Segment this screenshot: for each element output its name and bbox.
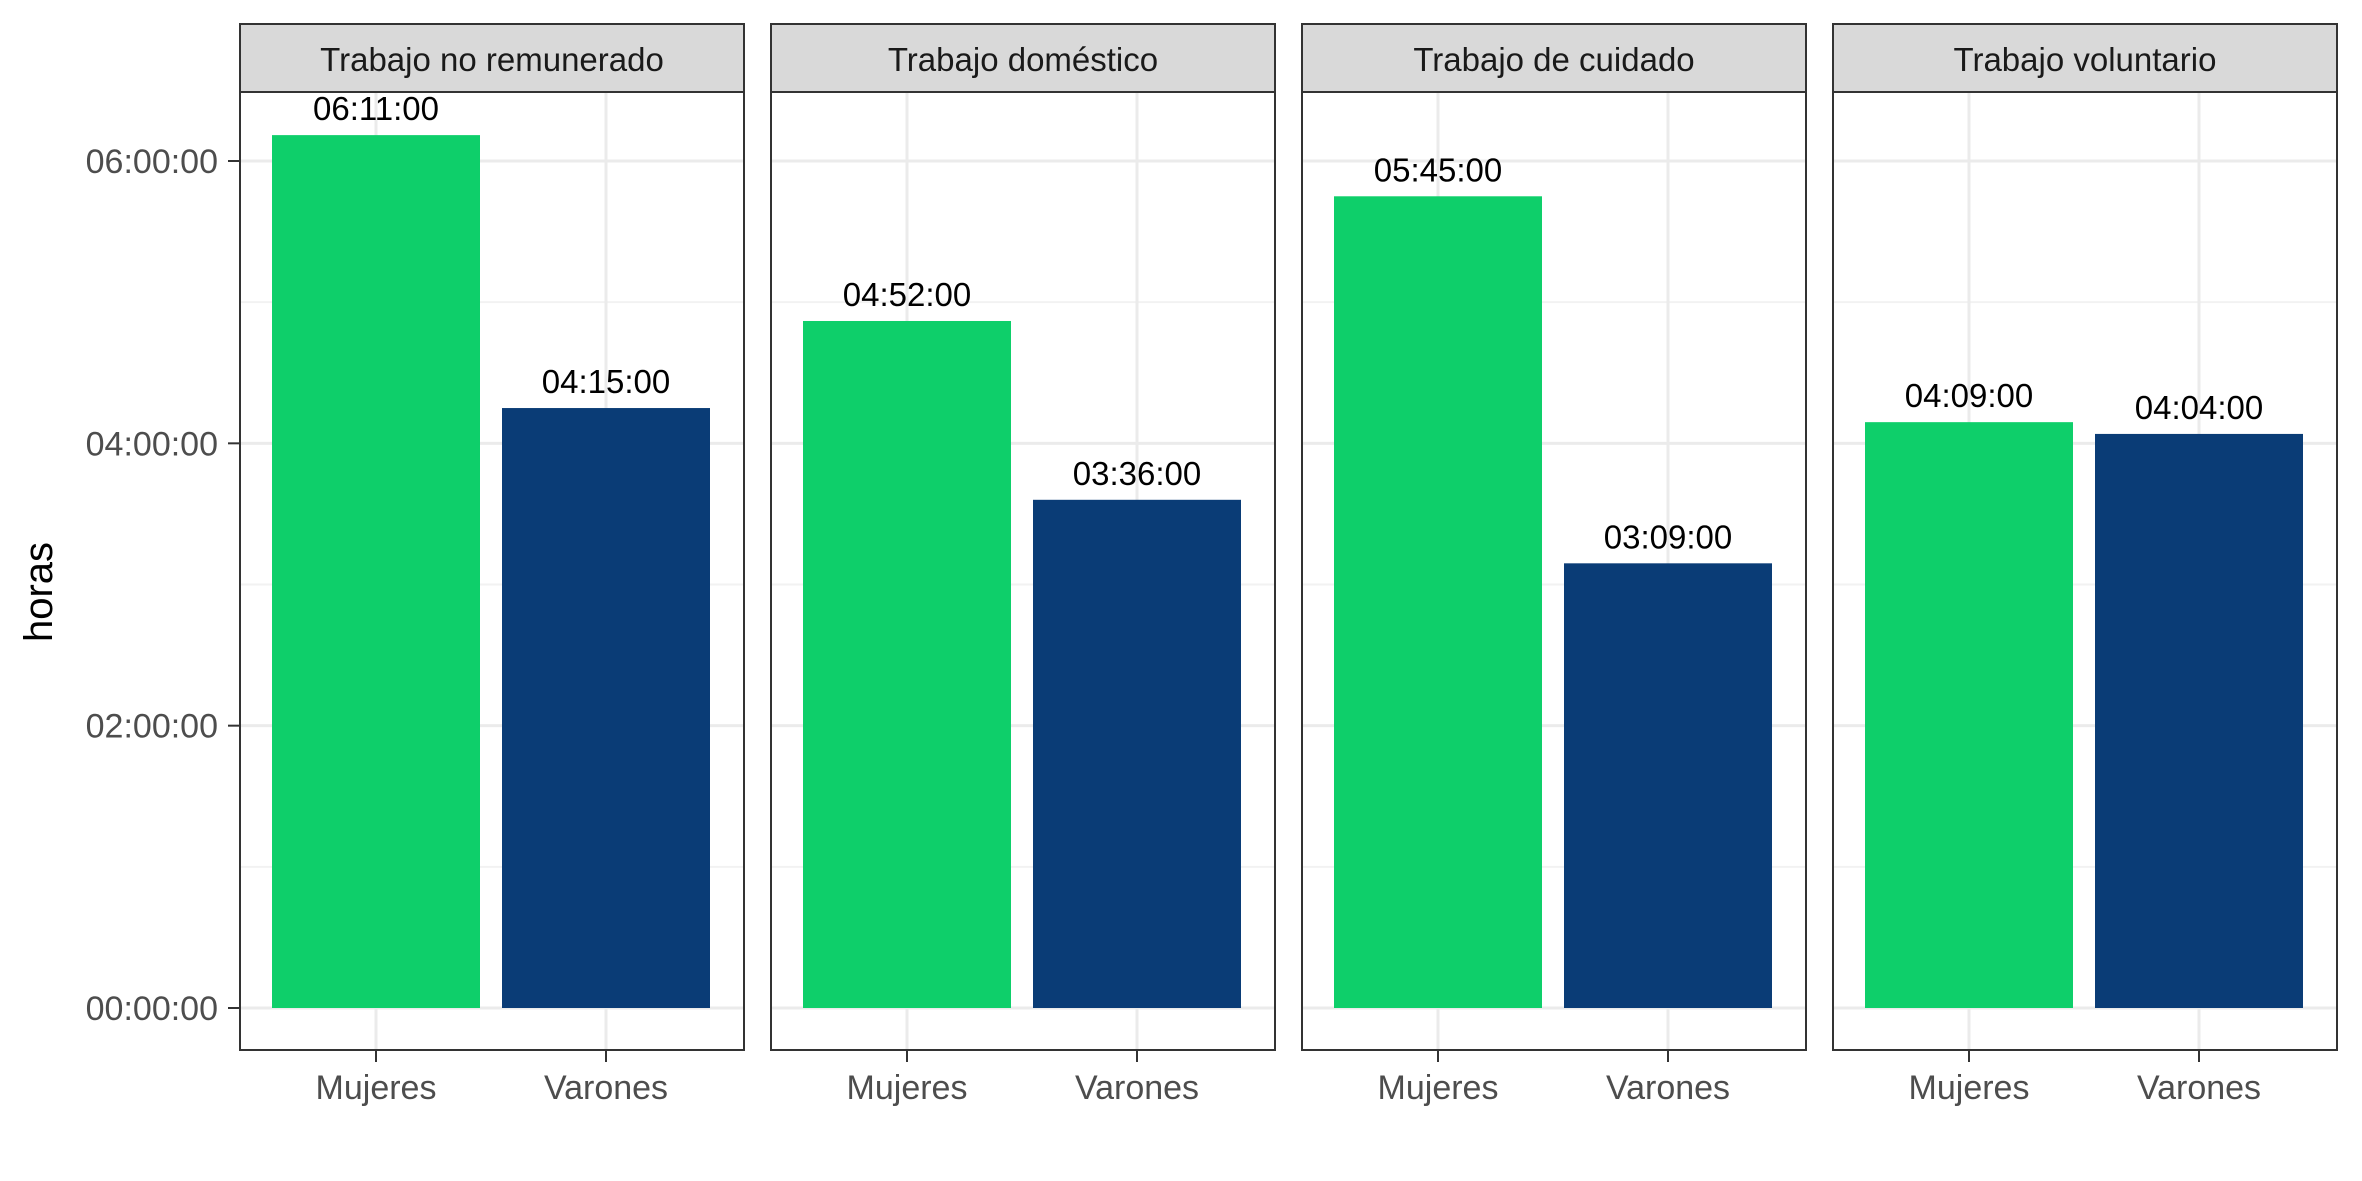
facet-panel: Trabajo no remunerado 06:11:00 Mujeres 04:1…	[239, 23, 745, 1107]
bar	[272, 135, 480, 1008]
y-tick-label: 02:00:00	[86, 708, 218, 746]
x-tick-label: Varones	[2137, 1069, 2261, 1107]
panel-border	[1832, 91, 2338, 1051]
y-tick-label: 00:00:00	[86, 990, 218, 1028]
x-tick-label: Mujeres	[1378, 1069, 1499, 1107]
facet-panel: Trabajo voluntario 04:09:00 Mujeres 04:04:0…	[1832, 23, 2338, 1107]
facet-strip	[239, 23, 745, 93]
facet-strip	[1832, 23, 2338, 93]
panel-border	[1301, 91, 1807, 1051]
data-label: 04:15:00	[542, 363, 670, 400]
data-label: 04:04:00	[2135, 389, 2263, 426]
x-tick-label: Varones	[544, 1069, 668, 1107]
facet-panel: Trabajo doméstico 04:52:00 Mujeres 03:36:00…	[770, 23, 1276, 1107]
data-label: 04:52:00	[843, 276, 971, 313]
x-tick-label: Varones	[1606, 1069, 1730, 1107]
y-tick-label: 04:00:00	[86, 425, 218, 463]
facet-title: Trabajo doméstico	[888, 41, 1158, 78]
facet-title: Trabajo voluntario	[1954, 41, 2217, 78]
x-tick-label: Varones	[1075, 1069, 1199, 1107]
bar	[803, 320, 1011, 1008]
facet-title: Trabajo de cuidado	[1413, 41, 1694, 78]
panel-border	[770, 91, 1276, 1051]
facet-title: Trabajo no remunerado	[320, 41, 664, 78]
data-label: 03:09:00	[1604, 518, 1732, 555]
data-label: 03:36:00	[1073, 455, 1201, 492]
x-tick-label: Mujeres	[316, 1069, 437, 1107]
x-tick-label: Mujeres	[847, 1069, 968, 1107]
data-label: 04:09:00	[1905, 377, 2033, 414]
data-label: 05:45:00	[1374, 151, 1502, 188]
bar	[1033, 499, 1241, 1008]
facet-strip	[770, 23, 1276, 93]
bar	[2095, 433, 2303, 1008]
facet-strip	[1301, 23, 1807, 93]
panel-border	[239, 91, 745, 1051]
x-tick-label: Mujeres	[1909, 1069, 2030, 1107]
bar	[1564, 563, 1772, 1008]
data-label: 06:11:00	[313, 90, 439, 127]
bar	[502, 408, 710, 1009]
bar	[1865, 422, 2073, 1008]
facet-panel: Trabajo de cuidado 05:45:00 Mujeres 03:09:0…	[1301, 23, 1807, 1107]
bar	[1334, 196, 1542, 1008]
y-tick-label: 06:00:00	[86, 143, 218, 181]
y-axis-title: horas	[17, 542, 61, 642]
